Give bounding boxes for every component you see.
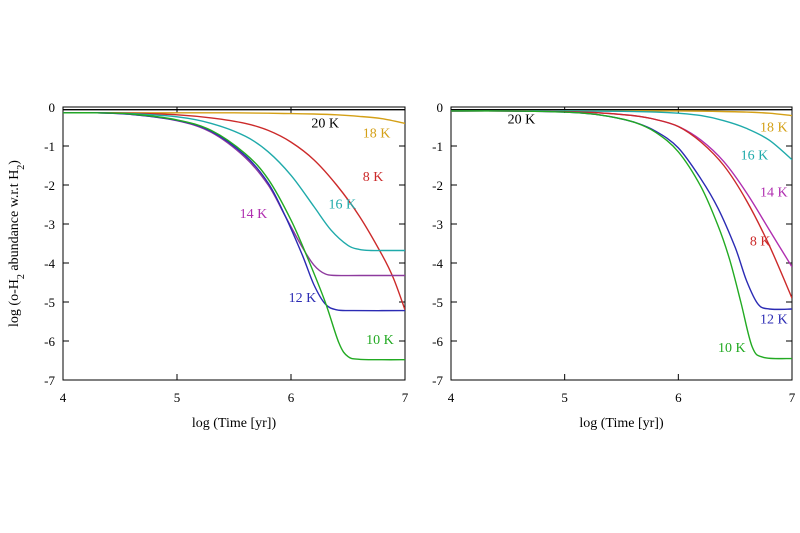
- y-tick-label: 0: [49, 100, 56, 115]
- y-tick-label: -1: [432, 139, 443, 154]
- y-tick-label: 0: [437, 100, 444, 115]
- y-tick-label: -2: [44, 178, 55, 193]
- curve-label-16k: 16 K: [328, 197, 356, 212]
- series-line-12k: [451, 110, 792, 311]
- y-tick-label: -7: [44, 373, 55, 388]
- plot-frame: [62, 106, 406, 381]
- y-axis-title-subscript: 2: [16, 274, 27, 279]
- y-axis-title-part: log (o-H: [7, 279, 22, 327]
- y-tick-label: -4: [432, 256, 443, 271]
- left-panel: 4 5 6 7 0 -1 -2 -3 -4 -5 -6 -7 log (Time [yr]) log (o…: [7, 100, 409, 431]
- y-tick-label: -6: [44, 334, 55, 349]
- series-group: [451, 108, 792, 360]
- x-tick-label: 4: [448, 390, 455, 405]
- y-axis-title-part: ): [7, 160, 22, 165]
- x-axis-title: log (Time [yr]): [579, 416, 664, 431]
- curve-label-14k: 14 K: [240, 207, 268, 222]
- y-tick-label: -6: [432, 334, 443, 349]
- curve-label-12k: 12 K: [289, 291, 317, 306]
- curve-label-10k: 10 K: [718, 341, 746, 356]
- x-tick-label: 7: [402, 390, 409, 405]
- y-tick-label: -3: [44, 217, 55, 232]
- curve-label-20k: 20 K: [311, 116, 339, 131]
- x-tick-label: 6: [675, 390, 682, 405]
- series-line-8k: [451, 110, 792, 299]
- curve-label-18k: 18 K: [760, 121, 788, 136]
- series-line-10k: [63, 112, 405, 361]
- x-tick-label: 4: [60, 390, 67, 405]
- x-tick-label: 5: [561, 390, 568, 405]
- plot-frame: [450, 106, 793, 381]
- curve-label-16k: 16 K: [741, 149, 769, 164]
- series-line-14k: [63, 112, 405, 277]
- x-tick-label: 6: [288, 390, 295, 405]
- y-tick-label: -3: [432, 217, 443, 232]
- x-tick-label: 7: [789, 390, 796, 405]
- y-tick-label: -5: [432, 295, 443, 310]
- series-line-10k: [451, 110, 792, 360]
- curve-label-18k: 18 K: [363, 126, 391, 141]
- series-group: [63, 108, 405, 361]
- x-axis-title: log (Time [yr]): [192, 416, 277, 431]
- x-tick-label: 5: [174, 390, 181, 405]
- y-tick-label: -2: [432, 178, 443, 193]
- curve-label-10k: 10 K: [366, 333, 394, 348]
- series-line-14k: [451, 110, 792, 268]
- series-line-18k: [63, 112, 405, 125]
- y-tick-label: -7: [432, 373, 443, 388]
- curve-label-14k: 14 K: [760, 186, 788, 201]
- y-tick-label: -4: [44, 256, 55, 271]
- curve-label-8k: 8 K: [363, 170, 384, 185]
- curve-label-12k: 12 K: [760, 312, 788, 327]
- y-axis-title-subscript: 2: [16, 165, 27, 170]
- series-line-16k: [63, 112, 405, 252]
- curve-label-20k: 20 K: [508, 112, 536, 127]
- curve-label-8k: 8 K: [750, 234, 771, 249]
- right-panel: 4 5 6 7 0 -1 -2 -3 -4 -5 -6 -7 log (Time [yr]) 20 K 18…: [432, 100, 796, 431]
- y-axis-title-part: abundance w.r.t H: [7, 170, 22, 274]
- y-tick-label: -5: [44, 295, 55, 310]
- y-tick-label: -1: [44, 139, 55, 154]
- y-axis-title: log (o-H2 abundance w.r.t H2): [7, 160, 27, 327]
